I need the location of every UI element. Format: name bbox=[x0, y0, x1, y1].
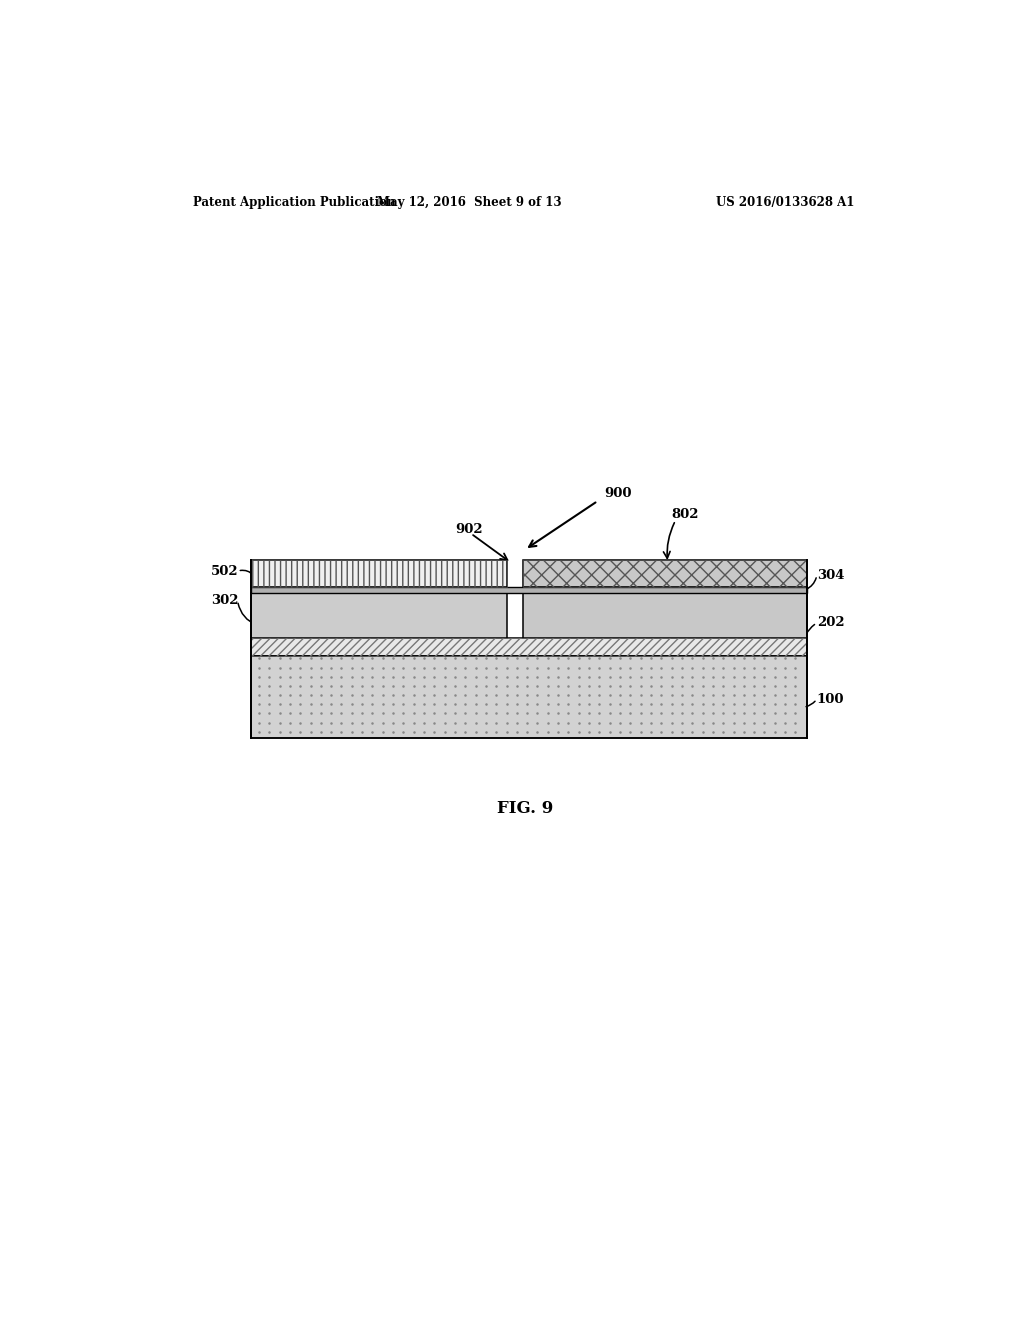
Text: 900: 900 bbox=[604, 487, 632, 500]
Bar bbox=[523, 594, 807, 638]
Bar bbox=[251, 560, 507, 587]
Text: Patent Application Publication: Patent Application Publication bbox=[194, 195, 395, 209]
Bar bbox=[251, 638, 807, 656]
Text: US 2016/0133628 A1: US 2016/0133628 A1 bbox=[716, 195, 854, 209]
Text: May 12, 2016  Sheet 9 of 13: May 12, 2016 Sheet 9 of 13 bbox=[377, 195, 561, 209]
Bar bbox=[523, 560, 807, 587]
Bar bbox=[251, 587, 807, 594]
Bar bbox=[251, 656, 807, 738]
Text: 502: 502 bbox=[211, 565, 239, 578]
Text: 302: 302 bbox=[211, 594, 239, 607]
Text: FIG. 9: FIG. 9 bbox=[497, 800, 553, 817]
Bar bbox=[251, 594, 507, 638]
Bar bbox=[523, 560, 807, 587]
Bar bbox=[251, 638, 807, 656]
Text: 902: 902 bbox=[455, 523, 482, 536]
Bar bbox=[251, 656, 807, 738]
Text: 304: 304 bbox=[817, 569, 845, 582]
Text: 802: 802 bbox=[672, 508, 699, 520]
Text: 100: 100 bbox=[817, 693, 845, 706]
Bar bbox=[251, 560, 507, 587]
Text: 202: 202 bbox=[817, 616, 845, 630]
